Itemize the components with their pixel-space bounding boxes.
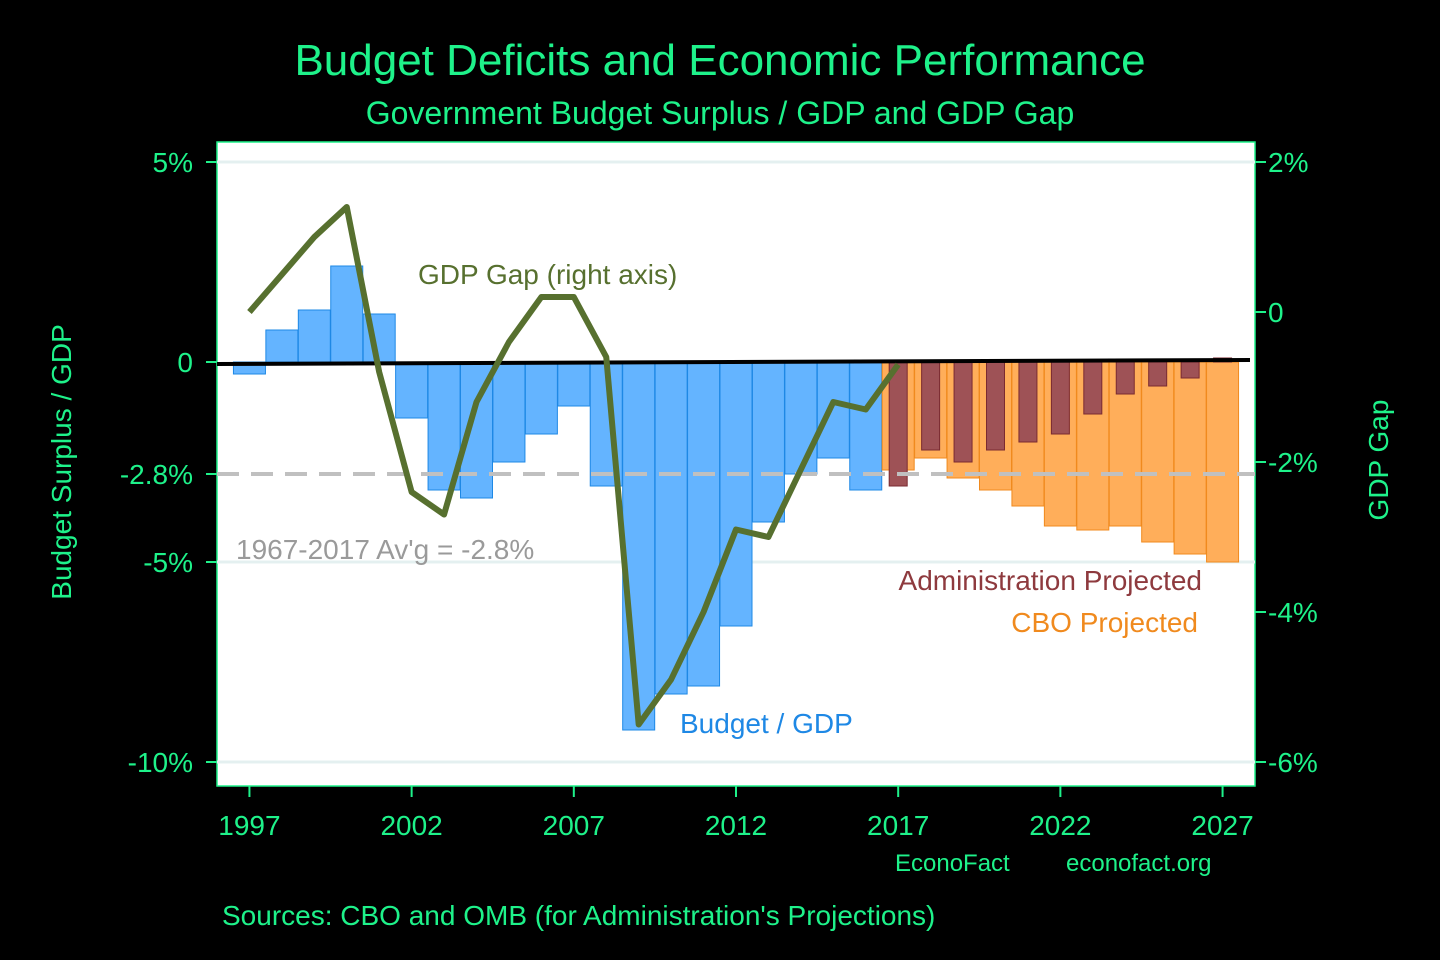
credit-url: econofact.org bbox=[1066, 850, 1212, 877]
budget-bar bbox=[751, 361, 785, 523]
budget-bar bbox=[557, 361, 591, 407]
x-tick-label: 2002 bbox=[380, 810, 442, 841]
admin-bar bbox=[921, 361, 941, 451]
admin-bar bbox=[1083, 361, 1103, 415]
cbo-bar bbox=[1206, 361, 1240, 563]
budget-bar bbox=[524, 361, 558, 435]
left-tick-label: -5% bbox=[143, 547, 193, 578]
budget-bar bbox=[784, 361, 818, 475]
lines-group bbox=[216, 204, 1255, 728]
chart-subtitle: Government Budget Surplus / GDP and GDP … bbox=[365, 95, 1075, 131]
right-tick-label: 0 bbox=[1268, 297, 1284, 328]
budget-bar bbox=[849, 361, 883, 491]
chart-title: Budget Deficits and Economic Performance bbox=[294, 36, 1146, 85]
axes-group: 5% 0 -2.8% -5% -10% 2% 0 -2% -4% -6% 1997 2002 2007 2… bbox=[46, 147, 1394, 841]
x-tick-label: 2012 bbox=[705, 810, 767, 841]
budget-bar bbox=[816, 361, 850, 459]
average-annotation: 1967-2017 Av'g = -2.8% bbox=[236, 534, 534, 565]
x-tick-label: 2007 bbox=[543, 810, 605, 841]
right-tick-label: -6% bbox=[1268, 747, 1318, 778]
admin-annotation: Administration Projected bbox=[899, 565, 1202, 596]
admin-bar bbox=[1180, 361, 1200, 379]
left-tick-label: -2.8% bbox=[120, 459, 193, 490]
budget-bar bbox=[492, 361, 526, 463]
x-tick-label: 2017 bbox=[867, 810, 929, 841]
budget-bar bbox=[395, 361, 429, 419]
admin-bar bbox=[888, 361, 908, 487]
budget-bar bbox=[330, 265, 364, 363]
budget-bar bbox=[654, 361, 688, 695]
bars-group bbox=[232, 265, 1240, 731]
cbo-annotation: CBO Projected bbox=[1011, 607, 1198, 638]
right-tick-label: -2% bbox=[1268, 447, 1318, 478]
gdp-gap-annotation: GDP Gap (right axis) bbox=[418, 259, 677, 290]
zero-line bbox=[216, 358, 1251, 366]
budget-annotation: Budget / GDP bbox=[680, 708, 853, 739]
left-tick-label: 0 bbox=[177, 347, 193, 378]
admin-bar bbox=[1115, 361, 1135, 395]
cbo-bar bbox=[1173, 361, 1207, 555]
x-tick-label: 1997 bbox=[218, 810, 280, 841]
cbo-bar bbox=[1141, 361, 1175, 543]
budget-bar bbox=[622, 361, 656, 731]
y-axis-label-right: GDP Gap bbox=[1363, 400, 1394, 521]
budget-bar bbox=[297, 309, 331, 363]
admin-bar bbox=[1148, 361, 1168, 387]
budget-bar bbox=[265, 329, 299, 363]
budget-bar bbox=[719, 361, 753, 627]
left-tick-label: 5% bbox=[153, 147, 193, 178]
x-tick-label: 2022 bbox=[1029, 810, 1091, 841]
admin-bar bbox=[1050, 361, 1070, 435]
credit-econofact: EconoFact bbox=[895, 850, 1010, 877]
admin-bar bbox=[1018, 361, 1038, 443]
admin-bar bbox=[953, 361, 973, 463]
x-tick-label: 2027 bbox=[1191, 810, 1253, 841]
admin-bar bbox=[986, 361, 1005, 451]
left-tick-label: -10% bbox=[128, 747, 193, 778]
y-axis-label-left: Budget Surplus / GDP bbox=[46, 324, 77, 599]
labels-group: GDP Gap (right axis) Budget / GDP Administ… bbox=[236, 259, 1202, 739]
gdp-gap-line bbox=[247, 204, 901, 728]
right-tick-label: -4% bbox=[1268, 597, 1318, 628]
sources-note: Sources: CBO and OMB (for Administration… bbox=[222, 900, 936, 931]
right-tick-label: 2% bbox=[1268, 147, 1308, 178]
